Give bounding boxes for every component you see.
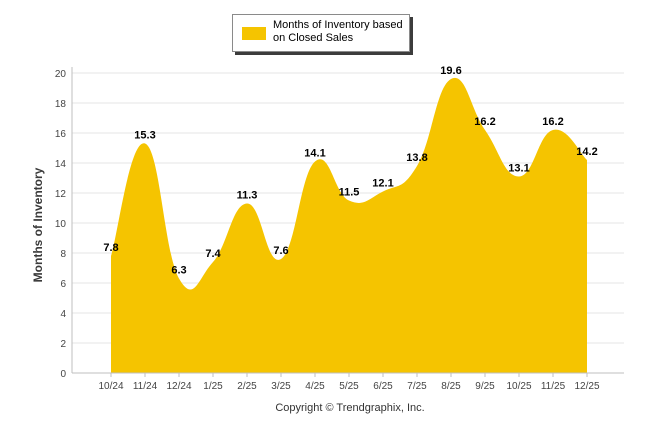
data-label: 19.6 xyxy=(440,65,461,77)
data-label: 13.1 xyxy=(508,163,529,175)
y-tick-label: 6 xyxy=(60,279,66,290)
legend-label: Months of Inventory based on Closed Sale… xyxy=(273,19,403,44)
data-label: 7.6 xyxy=(273,245,288,257)
x-tick-label: 10/25 xyxy=(506,381,531,392)
legend-swatch xyxy=(242,27,266,40)
data-label: 13.8 xyxy=(406,152,427,164)
x-tick-label: 8/25 xyxy=(441,381,461,392)
data-label: 11.3 xyxy=(237,190,258,202)
x-tick-label: 10/24 xyxy=(98,381,123,392)
data-label: 7.4 xyxy=(205,248,221,260)
data-label: 7.8 xyxy=(103,242,118,254)
y-tick-label: 14 xyxy=(55,159,67,170)
y-tick-label: 16 xyxy=(55,129,67,140)
data-label: 11.5 xyxy=(339,187,360,199)
x-tick-label: 7/25 xyxy=(407,381,427,392)
x-tick-label: 12/25 xyxy=(574,381,599,392)
data-label: 14.1 xyxy=(304,148,325,160)
y-tick-label: 20 xyxy=(55,69,67,80)
data-label: 15.3 xyxy=(134,130,155,142)
copyright-text: Copyright © Trendgraphix, Inc. xyxy=(275,402,425,414)
x-tick-label: 2/25 xyxy=(237,381,257,392)
area-fill xyxy=(111,77,587,374)
data-label: 6.3 xyxy=(171,265,186,277)
y-tick-label: 4 xyxy=(60,309,66,320)
y-tick-label: 8 xyxy=(60,249,66,260)
data-labels: 7.8 15.3 6.3 7.4 11.3 7.6 14.1 11.5 12.1 13.8 19.6… xyxy=(103,65,597,277)
y-tick-label: 12 xyxy=(55,189,67,200)
y-tick-label: 0 xyxy=(60,369,66,380)
data-label: 16.2 xyxy=(474,116,495,128)
x-tick-labels: 10/24 11/24 12/24 1/25 2/25 3/25 4/25 5/25 6/25 7… xyxy=(98,381,599,392)
data-label: 12.1 xyxy=(372,178,393,190)
axes xyxy=(71,67,624,377)
data-label: 14.2 xyxy=(576,146,597,158)
legend: Months of Inventory based on Closed Sale… xyxy=(232,14,410,52)
area-series xyxy=(111,77,587,374)
x-tick-label: 1/25 xyxy=(203,381,223,392)
x-tick-label: 11/25 xyxy=(541,381,566,392)
y-tick-label: 18 xyxy=(55,99,67,110)
x-tick-label: 12/24 xyxy=(166,381,191,392)
x-tick-label: 3/25 xyxy=(271,381,291,392)
x-tick-label: 4/25 xyxy=(305,381,325,392)
y-tick-labels: 0 2 4 6 8 10 12 14 16 18 20 xyxy=(55,69,67,380)
y-tick-label: 10 xyxy=(55,219,67,230)
y-tick-label: 2 xyxy=(60,339,66,350)
data-label: 16.2 xyxy=(542,116,563,128)
x-tick-label: 11/24 xyxy=(133,381,158,392)
x-tick-label: 5/25 xyxy=(339,381,359,392)
x-tick-label: 9/25 xyxy=(475,381,495,392)
x-tick-label: 6/25 xyxy=(373,381,393,392)
y-axis-title: Months of Inventory xyxy=(31,167,45,283)
